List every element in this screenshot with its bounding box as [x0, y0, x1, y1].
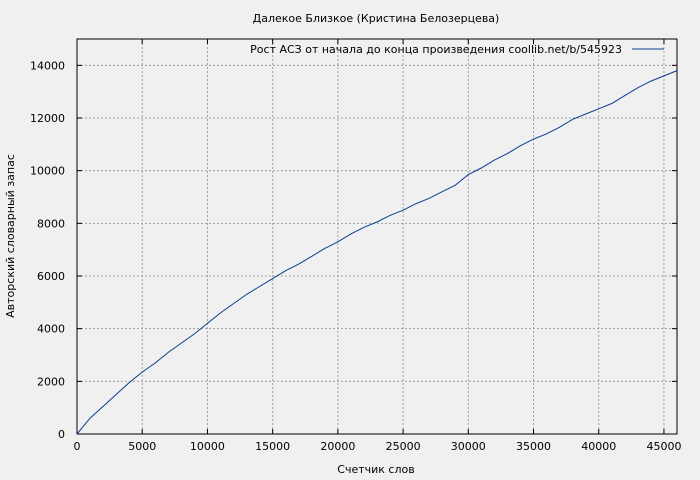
y-tick-label: 12000 [30, 112, 65, 125]
y-tick-label: 14000 [30, 59, 65, 72]
y-tick-label: 2000 [37, 375, 65, 388]
x-tick-label: 35000 [516, 440, 551, 453]
plot-frame [76, 38, 678, 435]
x-tick-label: 5000 [128, 440, 156, 453]
plot-background [77, 39, 677, 434]
y-axis-title: Авторский словарный запас [4, 154, 17, 318]
y-tick-label: 8000 [37, 217, 65, 230]
x-tick-label: 10000 [190, 440, 225, 453]
legend: Рост АСЗ от начала до конца произведения… [250, 43, 664, 56]
x-tick-label: 20000 [320, 440, 355, 453]
x-tick-label: 25000 [386, 440, 421, 453]
chart-title: Далекое Близкое (Кристина Белозерцева) [253, 12, 500, 25]
y-tick-label: 6000 [37, 270, 65, 283]
series-layer [76, 70, 678, 435]
x-tick-label: 45000 [646, 440, 681, 453]
x-tick-label: 15000 [255, 440, 290, 453]
x-tick-label: 40000 [581, 440, 616, 453]
x-axis-title: Счетчик слов [337, 463, 414, 476]
x-tick-label: 0 [74, 440, 81, 453]
y-tick-label: 10000 [30, 165, 65, 178]
legend-label: Рост АСЗ от начала до конца произведения… [250, 43, 622, 56]
series-line [76, 70, 678, 435]
grid [77, 39, 677, 434]
y-tick-label: 0 [58, 428, 65, 441]
ticks: 0 5000 10000 15000 20000 25000 30000 35000 40000… [30, 39, 681, 453]
y-tick-label: 4000 [37, 323, 65, 336]
x-tick-label: 30000 [451, 440, 486, 453]
